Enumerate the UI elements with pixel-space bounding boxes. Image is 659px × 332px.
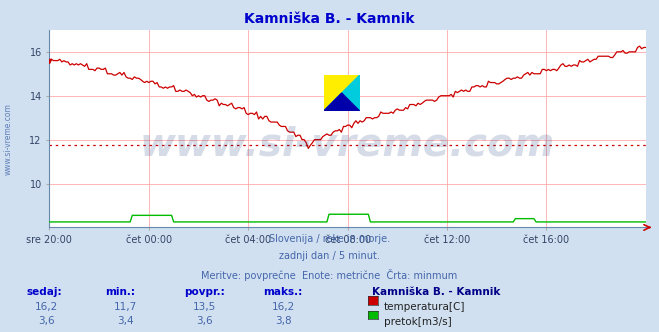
Text: 11,7: 11,7 — [113, 302, 137, 312]
Text: 16,2: 16,2 — [34, 302, 58, 312]
Text: sedaj:: sedaj: — [26, 287, 62, 297]
Text: www.si-vreme.com: www.si-vreme.com — [140, 125, 556, 163]
Text: temperatura[C]: temperatura[C] — [384, 302, 465, 312]
Polygon shape — [324, 75, 360, 111]
Text: povpr.:: povpr.: — [185, 287, 225, 297]
Text: min.:: min.: — [105, 287, 136, 297]
Text: www.si-vreme.com: www.si-vreme.com — [3, 104, 13, 175]
Text: maks.:: maks.: — [264, 287, 303, 297]
Text: 3,6: 3,6 — [196, 316, 213, 326]
Text: pretok[m3/s]: pretok[m3/s] — [384, 317, 451, 327]
Polygon shape — [324, 93, 360, 111]
Text: zadnji dan / 5 minut.: zadnji dan / 5 minut. — [279, 251, 380, 261]
Text: Meritve: povprečne  Enote: metrične  Črta: minmum: Meritve: povprečne Enote: metrične Črta:… — [202, 269, 457, 281]
Text: 13,5: 13,5 — [192, 302, 216, 312]
Text: Kamniška B. - Kamnik: Kamniška B. - Kamnik — [244, 12, 415, 26]
Text: 16,2: 16,2 — [272, 302, 295, 312]
Text: 3,4: 3,4 — [117, 316, 134, 326]
Text: Kamniška B. - Kamnik: Kamniška B. - Kamnik — [372, 287, 501, 297]
Polygon shape — [324, 75, 360, 111]
Text: 3,6: 3,6 — [38, 316, 55, 326]
Text: 3,8: 3,8 — [275, 316, 292, 326]
Text: Slovenija / reke in morje.: Slovenija / reke in morje. — [269, 234, 390, 244]
